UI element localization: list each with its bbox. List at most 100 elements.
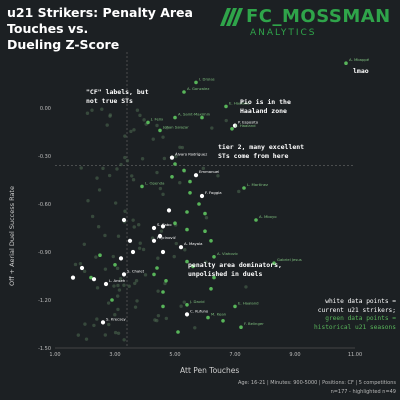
- x-axis-label: Att Pen Touches: [180, 366, 240, 375]
- historical-point: [206, 315, 210, 320]
- current-point: [166, 208, 172, 213]
- background-point: [92, 323, 96, 328]
- point-label: Gabriel Jesus: [277, 257, 302, 262]
- point-label: A. Mbappé: [349, 57, 370, 62]
- background-point: [103, 267, 108, 271]
- background-point: [90, 108, 94, 112]
- current-point: [160, 249, 166, 255]
- current-point: [169, 155, 175, 160]
- background-point: [134, 279, 139, 283]
- historical-point: [158, 128, 162, 133]
- historical-point: [185, 303, 189, 307]
- historical-point: [254, 218, 258, 222]
- background-point: [103, 333, 108, 337]
- point-label: S. Cabo: [157, 222, 172, 227]
- historical-point: [182, 168, 186, 173]
- background-point: [113, 201, 118, 205]
- background-point: [90, 214, 95, 219]
- historical-point: [185, 210, 189, 214]
- mossman-logo-icon: [220, 8, 243, 26]
- chart-title: u21 Strikers: Penalty Area Touches vs. D…: [7, 5, 217, 53]
- point-label: E. Haaland: [229, 100, 250, 105]
- legend-line-1: white data points =: [325, 298, 396, 305]
- background-point: [143, 273, 148, 277]
- current-point: [121, 217, 127, 223]
- background-point: [108, 114, 112, 118]
- current-point: [118, 256, 124, 261]
- historical-point: [230, 127, 234, 131]
- point-label: Pejcinović: [157, 235, 176, 240]
- historical-point: [200, 115, 204, 120]
- historical-point: [98, 253, 102, 257]
- background-point: [95, 317, 99, 321]
- historical-point: [188, 191, 192, 195]
- current-point: [232, 123, 238, 128]
- background-point: [86, 199, 90, 203]
- background-point: [155, 123, 159, 128]
- background-point: [107, 322, 111, 327]
- current-point: [178, 245, 184, 250]
- point-label: F. Foggia: [205, 190, 222, 195]
- background-point: [115, 167, 119, 171]
- point-label: L. Anseh: [109, 278, 126, 283]
- background-point: [151, 137, 155, 141]
- historical-point: [113, 263, 117, 267]
- background-point: [201, 166, 206, 171]
- current-point: [100, 320, 106, 325]
- point-label: Emmanuel: [199, 169, 219, 174]
- background-point: [244, 285, 248, 289]
- background-point: [113, 330, 118, 335]
- background-point: [140, 157, 145, 161]
- background-point: [78, 261, 83, 266]
- point-label: A. Saint-Maximin: [178, 112, 211, 117]
- background-point: [131, 178, 136, 182]
- background-point: [183, 248, 187, 252]
- historical-point: [209, 239, 213, 243]
- background-point: [193, 326, 197, 330]
- background-point: [97, 188, 102, 192]
- historical-point: [152, 272, 156, 277]
- background-point: [101, 166, 105, 171]
- historical-point: [209, 287, 213, 291]
- background-point: [132, 128, 136, 132]
- annotation-tier-line-2: STs come from here: [218, 152, 289, 160]
- current-point: [91, 277, 97, 282]
- historical-point: [173, 115, 177, 120]
- y-tick-label: -0.90: [38, 250, 51, 256]
- background-point: [156, 256, 160, 260]
- point-label: J. David: [189, 299, 205, 304]
- background-point: [133, 281, 137, 286]
- point-label: A. Mboyo: [259, 214, 277, 219]
- background-point: [179, 304, 183, 308]
- y-tick-label: -0.60: [38, 202, 51, 208]
- historical-point: [194, 80, 198, 85]
- background-point: [156, 313, 161, 318]
- background-point: [105, 123, 109, 127]
- legend-line-2: current u21 strikers;: [317, 306, 396, 314]
- point-label: F. Belinger: [244, 321, 264, 326]
- x-tick-label: 1.00: [49, 352, 60, 358]
- point-label: E. Haaland: [235, 123, 256, 128]
- background-point: [122, 338, 126, 342]
- background-point: [164, 316, 169, 321]
- historical-point: [203, 229, 207, 233]
- historical-point: [182, 90, 186, 94]
- background-point: [125, 159, 130, 163]
- background-point: [95, 286, 100, 290]
- current-point: [193, 173, 199, 178]
- annotation-pen-line-2: unpolished in duels: [188, 270, 263, 278]
- background-point: [163, 281, 167, 286]
- historical-point: [185, 259, 189, 264]
- current-point: [121, 272, 127, 277]
- historical-point: [188, 179, 192, 184]
- background-point: [123, 134, 127, 138]
- background-point: [178, 145, 182, 150]
- historical-point: [110, 298, 114, 302]
- annotation-lmao: lmao: [353, 67, 369, 75]
- background-point: [174, 154, 178, 159]
- point-label: A. Gonzalez: [187, 86, 209, 91]
- historical-point: [212, 254, 216, 259]
- historical-point: [233, 304, 237, 309]
- historical-point: [239, 325, 243, 330]
- brand-name: FC_MOSSMAN: [246, 6, 391, 27]
